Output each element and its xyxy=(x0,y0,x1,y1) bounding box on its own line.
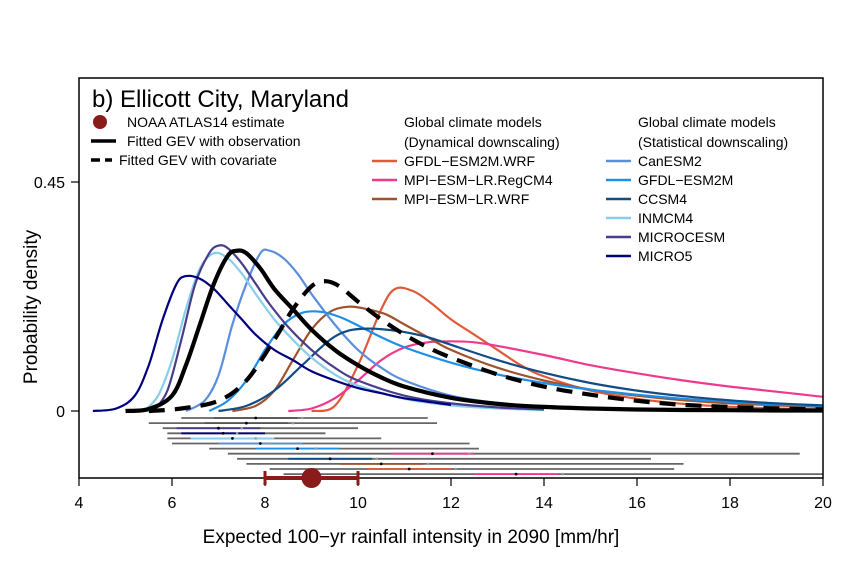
density-curves xyxy=(92,244,823,414)
interval-median xyxy=(431,452,434,456)
x-tick-label: 18 xyxy=(721,495,739,512)
noaa-estimate-bar xyxy=(263,468,360,488)
series-mpi-esm-lr-wrf xyxy=(232,305,823,413)
x-tick-label: 8 xyxy=(261,495,270,512)
legend-stat-title-1: Global climate models xyxy=(638,114,776,130)
interval-median xyxy=(217,426,220,430)
interval-median xyxy=(407,467,411,471)
interval-mean xyxy=(426,462,430,466)
uncertainty-intervals xyxy=(148,416,823,476)
legend-dyn-title-2: (Dynamical downscaling) xyxy=(404,134,560,150)
interval-mean xyxy=(268,442,271,445)
chart-title: b) Ellicott City, Maryland xyxy=(92,86,349,113)
x-tick-label: 10 xyxy=(349,495,367,512)
x-tick-label: 16 xyxy=(628,495,646,512)
interval-median xyxy=(328,457,332,461)
legend-label-mpi-esm-lr-wrf: MPI−ESM−LR.WRF xyxy=(404,191,529,207)
legend-label-ccsm4: CCSM4 xyxy=(638,191,687,207)
interval-mean xyxy=(561,472,564,476)
y-axis-label: Probability density xyxy=(21,229,42,384)
x-tick-label: 12 xyxy=(442,495,460,512)
series-microcesm xyxy=(152,244,545,412)
x-axis-label: Expected 100−yr rainfall intensity in 20… xyxy=(203,527,620,548)
x-tick-label: 6 xyxy=(168,495,177,512)
legend-stat-title-2: (Statistical downscaling) xyxy=(638,134,788,150)
interval-median xyxy=(245,421,248,425)
interval-mean xyxy=(240,426,244,430)
interval-mean xyxy=(375,457,378,461)
legend-label-canesm2: CanESM2 xyxy=(638,153,702,169)
x-tick-label: 14 xyxy=(535,495,553,512)
series-fitted-gev-with-observation xyxy=(125,248,823,414)
y-tick-label: 0.45 xyxy=(34,175,65,192)
interval-mean xyxy=(300,416,304,420)
legend-label-inmcm4: INMCM4 xyxy=(638,210,693,226)
series-gfdl-esm2m xyxy=(208,310,823,412)
interval-median xyxy=(514,472,518,476)
interval-median xyxy=(258,442,262,445)
y-tick-label: 0 xyxy=(56,404,65,421)
interval-mean xyxy=(254,437,257,440)
interval-median xyxy=(379,462,383,466)
legend-label-fitted-gev-with-observation: Fitted GEV with observation xyxy=(127,133,301,149)
interval-median xyxy=(231,437,234,440)
legend-label-gfdl-esm2m-wrf: GFDL−ESM2M.WRF xyxy=(404,153,535,169)
series-fitted-gev-with-covariate xyxy=(148,279,823,414)
x-tick-label: 4 xyxy=(75,495,84,512)
legend-label-noaa-atlas14-estimate: NOAA ATLAS14 estimate xyxy=(127,114,285,130)
legend-marker-noaa xyxy=(93,115,107,129)
interval-mean xyxy=(468,452,471,456)
legend-dyn-title-1: Global climate models xyxy=(404,114,542,130)
interval-mean xyxy=(314,447,318,450)
series-micro5 xyxy=(92,274,452,413)
legend-statistical: Global climate models (Statistical downs… xyxy=(606,114,788,264)
interval-mean xyxy=(235,432,239,435)
legend-label-gfdl-esm2m: GFDL−ESM2M xyxy=(638,172,733,188)
legend-label-fitted-gev-with-covariate: Fitted GEV with covariate xyxy=(119,152,277,168)
legend-observation: NOAA ATLAS14 estimate Fitted GEV with obs… xyxy=(91,114,301,168)
interval-median xyxy=(254,416,258,420)
interval-mean xyxy=(454,467,457,471)
x-tick-label: 20 xyxy=(814,495,832,512)
interval-mean xyxy=(291,421,295,425)
noaa-point xyxy=(301,468,322,488)
axes: 4 6 8 10 12 14 16 18 20 0 0.45 xyxy=(34,175,832,512)
legend-dynamical: Global climate models (Dynamical downsca… xyxy=(372,114,560,207)
legend-label-microcesm: MICROCESM xyxy=(638,229,725,245)
legend-label-micro5: MICRO5 xyxy=(638,248,693,264)
legend-label-mpi-esm-lr-regcm4: MPI−ESM−LR.RegCM4 xyxy=(404,172,553,188)
interval-median xyxy=(221,431,225,435)
interval-median xyxy=(296,447,299,450)
